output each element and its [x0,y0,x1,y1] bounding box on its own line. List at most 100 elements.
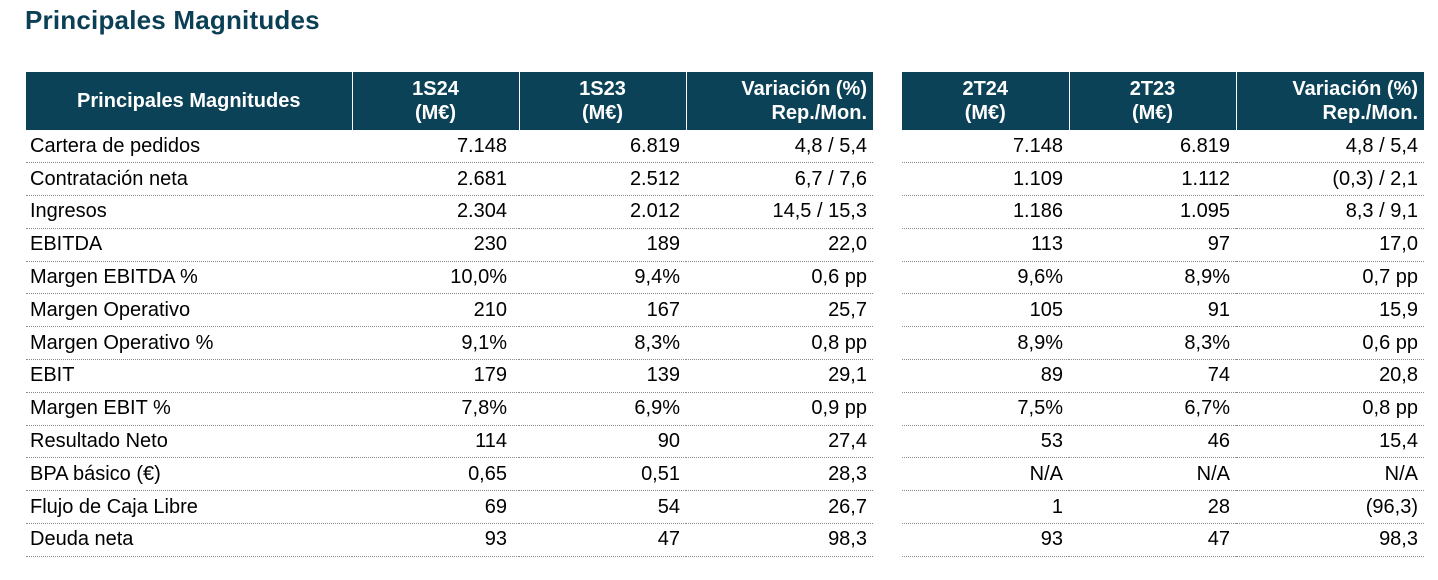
value-variacion: 25,7 [686,293,873,328]
value-variacion: 22,0 [686,228,873,262]
value-variacion: N/A [1236,457,1424,492]
value-2t23: 46 [1069,425,1236,459]
value-2t23: N/A [1069,457,1236,492]
table-row: 1.186 1.095 8,3 / 9,1 [902,195,1424,229]
value-variacion: 14,5 / 15,3 [686,195,873,229]
row-label: Deuda neta [26,523,352,557]
value-variacion: 0,8 pp [1236,392,1424,426]
value-variacion: 15,4 [1236,425,1424,459]
principales-magnitudes-table-quarter: 2T24 (M€) 2T23 (M€) Variación (%) Rep./M… [902,72,1424,557]
value-1s23: 6,9% [519,392,686,426]
value-1s24: 7,8% [352,392,519,426]
value-1s24: 210 [352,293,519,328]
value-variacion: 27,4 [686,425,873,459]
value-2t23: 47 [1069,523,1236,557]
table-row: Margen EBITDA % 10,0% 9,4% 0,6 pp [26,261,873,295]
table-header-row: Principales Magnitudes 1S24 (M€) 1S23 (M… [26,72,873,130]
value-variacion: 20,8 [1236,359,1424,393]
row-label: Ingresos [26,195,352,229]
value-1s23: 2.512 [519,162,686,197]
value-1s23: 47 [519,523,686,557]
value-2t24: 1.186 [902,195,1069,229]
value-2t23: 8,9% [1069,261,1236,295]
value-variacion: 29,1 [686,359,873,393]
header-variacion: Variación (%) Rep./Mon. [685,72,873,130]
value-1s24: 0,65 [352,457,519,492]
row-label: Margen Operativo [26,293,352,328]
value-1s24: 114 [352,425,519,459]
row-label: Contratación neta [26,162,352,197]
value-variacion: 0,6 pp [686,261,873,295]
value-1s23: 6.819 [519,130,686,164]
value-1s24: 9,1% [352,326,519,361]
table-row: 9,6% 8,9% 0,7 pp [902,261,1424,295]
value-2t23: 6,7% [1069,392,1236,426]
value-variacion: 26,7 [686,490,873,525]
table-row: 8,9% 8,3% 0,6 pp [902,326,1424,361]
table-row: Margen EBIT % 7,8% 6,9% 0,9 pp [26,392,873,426]
value-2t24: 8,9% [902,326,1069,361]
row-label: Margen Operativo % [26,326,352,361]
value-2t24: 9,6% [902,261,1069,295]
row-label: Margen EBITDA % [26,261,352,295]
table-row: Contratación neta 2.681 2.512 6,7 / 7,6 [26,162,873,197]
value-1s23: 2.012 [519,195,686,229]
header-2t23: 2T23 (M€) [1068,72,1236,130]
value-variacion: 0,8 pp [686,326,873,361]
header-2t24: 2T24 (M€) [902,72,1069,130]
table-row: 93 47 98,3 [902,523,1424,557]
value-2t24: 93 [902,523,1069,557]
value-1s23: 189 [519,228,686,262]
principales-magnitudes-table-semester: Principales Magnitudes 1S24 (M€) 1S23 (M… [26,72,873,557]
header-label: Principales Magnitudes [26,72,352,130]
value-1s23: 0,51 [519,457,686,492]
table-row: EBITDA 230 189 22,0 [26,228,873,262]
table-row: 113 97 17,0 [902,228,1424,262]
table-row: 89 74 20,8 [902,359,1424,393]
value-1s24: 2.681 [352,162,519,197]
value-1s23: 9,4% [519,261,686,295]
value-2t23: 28 [1069,490,1236,525]
value-2t24: 1 [902,490,1069,525]
value-2t23: 1.112 [1069,162,1236,197]
value-variacion: 98,3 [1236,523,1424,557]
table-row: 1 28 (96,3) [902,490,1424,525]
value-2t24: 7,5% [902,392,1069,426]
header-1s24: 1S24 (M€) [351,72,519,130]
row-label: Cartera de pedidos [26,130,352,164]
value-2t24: 53 [902,425,1069,459]
value-variacion: 17,0 [1236,228,1424,262]
value-1s23: 8,3% [519,326,686,361]
value-variacion: 0,7 pp [1236,261,1424,295]
value-1s24: 7.148 [352,130,519,164]
value-variacion: 4,8 / 5,4 [686,130,873,164]
value-variacion: 28,3 [686,457,873,492]
value-1s24: 93 [352,523,519,557]
value-1s23: 139 [519,359,686,393]
value-2t23: 74 [1069,359,1236,393]
value-2t23: 91 [1069,293,1236,328]
value-2t23: 97 [1069,228,1236,262]
value-2t23: 1.095 [1069,195,1236,229]
table-row: N/A N/A N/A [902,457,1424,492]
table-row: Margen Operativo 210 167 25,7 [26,293,873,328]
value-variacion: (96,3) [1236,490,1424,525]
table-row: 7,5% 6,7% 0,8 pp [902,392,1424,426]
table-row: Ingresos 2.304 2.012 14,5 / 15,3 [26,195,873,229]
value-variacion: 4,8 / 5,4 [1236,130,1424,164]
row-label: Resultado Neto [26,425,352,459]
value-1s24: 230 [352,228,519,262]
value-variacion: 0,9 pp [686,392,873,426]
value-variacion: 6,7 / 7,6 [686,162,873,197]
row-label: Margen EBIT % [26,392,352,426]
table-row: Margen Operativo % 9,1% 8,3% 0,8 pp [26,326,873,361]
table-row: 53 46 15,4 [902,425,1424,459]
table-row: 1.109 1.112 (0,3) / 2,1 [902,162,1424,197]
value-2t24: 7.148 [902,130,1069,164]
value-1s24: 2.304 [352,195,519,229]
value-1s24: 10,0% [352,261,519,295]
value-2t24: 105 [902,293,1069,328]
table-row: 105 91 15,9 [902,293,1424,328]
value-1s23: 167 [519,293,686,328]
value-1s23: 54 [519,490,686,525]
